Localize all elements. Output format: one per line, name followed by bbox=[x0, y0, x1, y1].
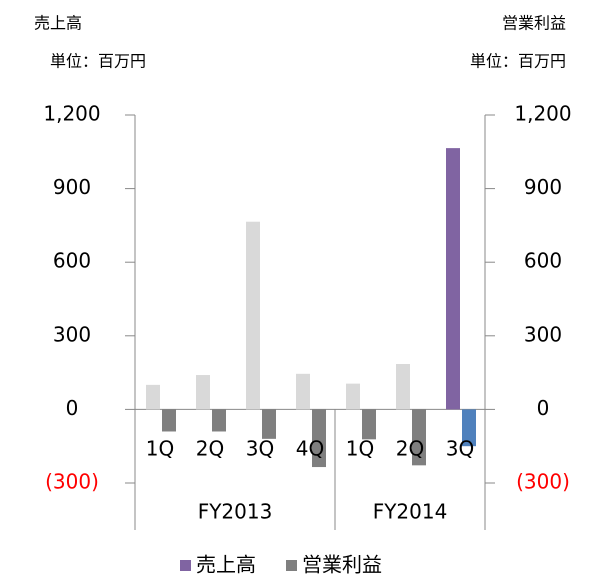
legend-swatch bbox=[286, 560, 297, 571]
bar bbox=[246, 221, 260, 410]
group-label: FY2013 bbox=[198, 500, 273, 524]
legend-label: 売上高 bbox=[196, 553, 256, 577]
y-tick-label: 0 bbox=[66, 396, 79, 420]
bar bbox=[146, 384, 160, 410]
left-axis-title: 売上高 bbox=[34, 14, 82, 33]
y-tick-label: 0 bbox=[537, 396, 550, 420]
bar bbox=[462, 409, 476, 447]
x-tick-label: 3Q bbox=[246, 437, 274, 461]
group-label: FY2014 bbox=[373, 500, 448, 524]
x-tick-label: 3Q bbox=[446, 437, 474, 461]
x-tick-label: 2Q bbox=[396, 437, 424, 461]
bar bbox=[296, 373, 310, 410]
bar bbox=[212, 409, 226, 432]
bar bbox=[446, 148, 460, 410]
bar bbox=[362, 409, 376, 440]
y-tick-label: 600 bbox=[524, 249, 562, 273]
bar bbox=[412, 409, 426, 466]
left-axis-unit: 単位：百万円 bbox=[50, 52, 146, 71]
bar bbox=[396, 364, 410, 410]
bar bbox=[162, 409, 176, 432]
legend-label: 営業利益 bbox=[302, 553, 382, 577]
bar bbox=[346, 383, 360, 410]
bar bbox=[312, 409, 326, 468]
x-tick-label: 1Q bbox=[146, 437, 174, 461]
y-tick-label: 1,200 bbox=[514, 102, 571, 126]
bar bbox=[262, 409, 276, 439]
y-tick-label: 900 bbox=[524, 175, 562, 199]
y-tick-label: 1,200 bbox=[43, 102, 100, 126]
legend-swatch bbox=[180, 560, 191, 571]
y-tick-label: 300 bbox=[524, 322, 562, 346]
y-tick-label: (300) bbox=[516, 470, 570, 494]
right-axis-unit: 単位：百万円 bbox=[470, 52, 566, 71]
y-tick-label: 600 bbox=[53, 249, 91, 273]
x-tick-label: 4Q bbox=[296, 437, 324, 461]
right-axis-title: 営業利益 bbox=[502, 14, 566, 33]
y-tick-label: 300 bbox=[53, 322, 91, 346]
x-tick-label: 2Q bbox=[196, 437, 224, 461]
bar bbox=[196, 375, 210, 410]
x-tick-label: 1Q bbox=[346, 437, 374, 461]
y-tick-label: 900 bbox=[53, 175, 91, 199]
y-tick-label: (300) bbox=[45, 470, 99, 494]
